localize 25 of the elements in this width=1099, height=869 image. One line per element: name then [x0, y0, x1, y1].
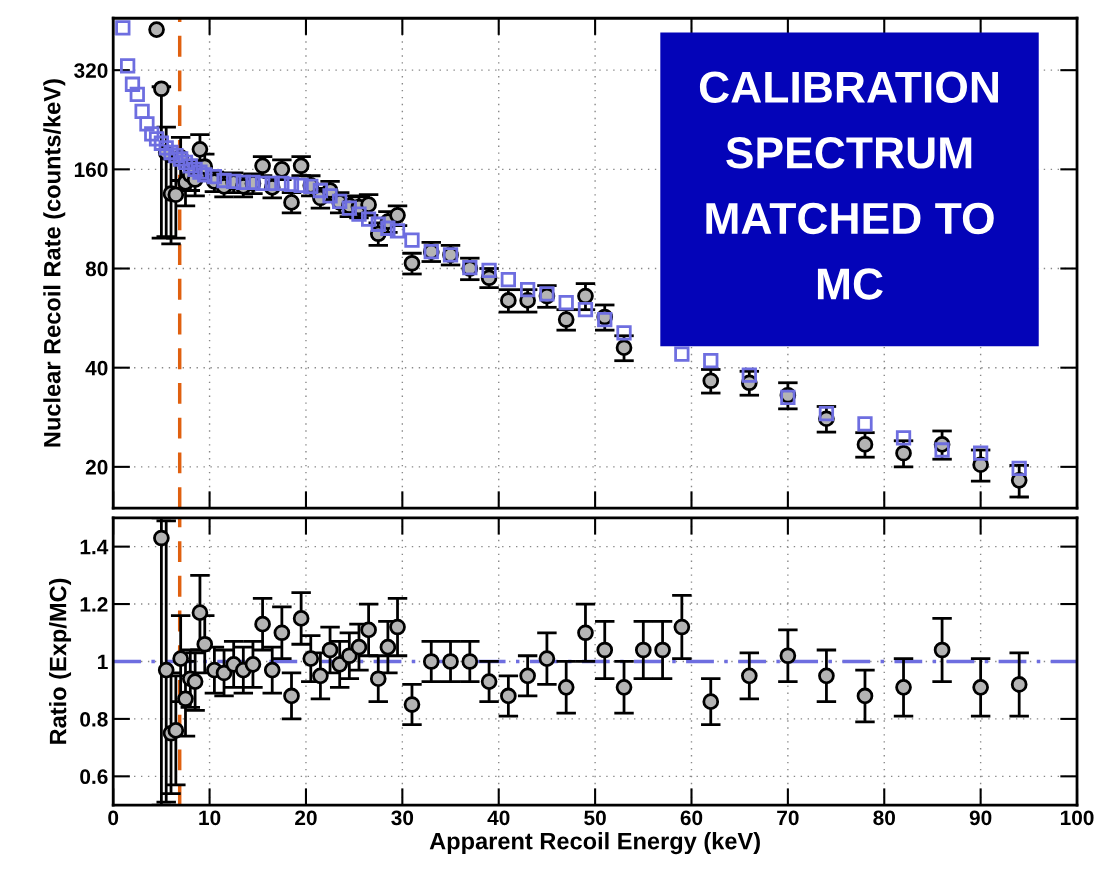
y-tick-label: 0.6 [80, 769, 108, 785]
x-tick-label: 70 [777, 810, 799, 826]
x-tick-label: 20 [295, 810, 317, 826]
x-tick-label: 90 [969, 810, 992, 826]
y-tick-label: 320 [74, 63, 108, 78]
y-tick-label: 1.2 [80, 597, 108, 612]
x-tick-label: 80 [873, 810, 895, 826]
y-tick-label: 40 [85, 360, 108, 376]
y-tick-label: 1 [98, 654, 108, 670]
x-tick-label: 10 [199, 810, 221, 826]
y-axis-title: Ratio (Exp/MC) [49, 578, 72, 744]
y-tick-label: 0.8 [80, 711, 108, 727]
x-tick-label: 50 [584, 810, 606, 826]
x-tick-label: 30 [391, 810, 414, 826]
x-tick-label: 40 [487, 810, 510, 826]
y-axis-title: Nuclear Recoil Rate (counts/keV) [43, 79, 66, 447]
x-tick-label: 0 [108, 810, 119, 826]
y-tick-label: 1.4 [80, 539, 109, 555]
y-tick-label: 80 [85, 261, 108, 277]
x-axis-title: Apparent Recoil Energy (keV) [429, 832, 760, 855]
annotation: CALIBRATION SPECTRUM MATCHED TO MC [699, 71, 998, 300]
y-tick-label: 20 [85, 459, 108, 475]
x-tick-label: 100 [1060, 810, 1094, 826]
y-tick-label: 160 [74, 162, 108, 178]
x-tick-label: 60 [680, 810, 703, 826]
